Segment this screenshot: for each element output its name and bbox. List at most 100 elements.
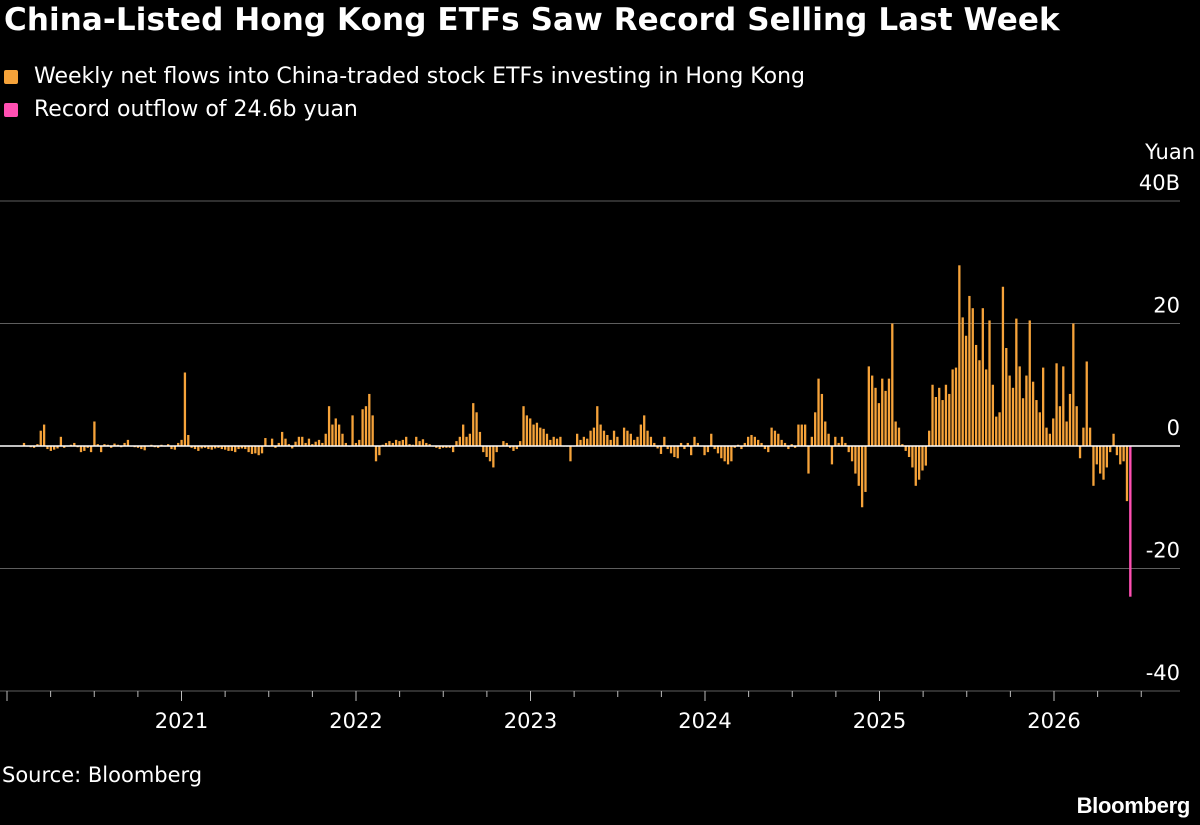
bar xyxy=(478,431,482,446)
bar xyxy=(1102,446,1105,480)
bar xyxy=(394,439,398,447)
bar xyxy=(1048,433,1052,446)
bar xyxy=(911,446,914,468)
bar xyxy=(193,446,197,450)
bar xyxy=(921,446,924,471)
bar xyxy=(924,446,927,466)
bar xyxy=(485,446,488,458)
bar xyxy=(723,446,726,462)
bar xyxy=(220,446,223,450)
bar xyxy=(502,441,505,446)
bar xyxy=(200,446,203,449)
bar xyxy=(817,378,820,447)
bar xyxy=(656,446,659,449)
bar xyxy=(472,403,475,447)
bar xyxy=(36,444,39,446)
bar xyxy=(596,406,599,446)
bar xyxy=(525,415,529,447)
bar xyxy=(941,400,944,446)
bar xyxy=(991,384,995,446)
bar xyxy=(797,424,800,446)
bar xyxy=(773,430,777,446)
bar xyxy=(612,430,616,446)
bar xyxy=(1018,366,1021,447)
legend: Weekly net flows into China-traded stock… xyxy=(4,60,805,126)
bar xyxy=(22,442,26,446)
bar xyxy=(1005,348,1008,446)
bar xyxy=(1045,427,1048,447)
y-tick-label: -20 xyxy=(1146,539,1180,563)
bar xyxy=(173,446,177,450)
bar xyxy=(995,416,998,446)
bar xyxy=(753,436,756,446)
bar xyxy=(351,415,354,447)
bar xyxy=(418,441,421,446)
bar xyxy=(746,436,750,446)
bar xyxy=(374,446,378,462)
bar xyxy=(401,439,404,447)
bar xyxy=(586,438,589,446)
bar xyxy=(170,446,173,450)
bar xyxy=(669,446,673,454)
bar xyxy=(914,446,917,486)
bar xyxy=(934,397,938,446)
source-note: Source: Bloomberg xyxy=(2,763,203,787)
bar xyxy=(203,446,207,448)
bar xyxy=(948,393,951,446)
bar xyxy=(250,446,254,454)
bar xyxy=(814,412,817,446)
bar xyxy=(958,265,961,446)
legend-swatch-orange xyxy=(4,69,18,84)
bar xyxy=(904,446,907,451)
bar xyxy=(757,439,760,447)
bar xyxy=(83,446,86,451)
bar xyxy=(820,393,824,446)
bar xyxy=(1068,393,1072,446)
bar xyxy=(448,446,451,448)
bar xyxy=(998,412,1001,446)
bar xyxy=(545,433,549,446)
bar xyxy=(435,446,438,448)
bar xyxy=(871,375,874,446)
bar xyxy=(609,439,612,447)
bar xyxy=(314,441,317,446)
bar xyxy=(599,424,602,446)
bar xyxy=(790,444,793,446)
bar xyxy=(156,446,160,448)
bar xyxy=(917,446,921,480)
bar xyxy=(827,433,830,446)
bar xyxy=(488,446,492,462)
bar xyxy=(247,446,250,453)
bar xyxy=(1122,446,1125,462)
bar xyxy=(582,436,586,446)
bar xyxy=(1099,446,1102,474)
bar xyxy=(938,387,941,446)
bar xyxy=(1008,375,1011,446)
bar xyxy=(210,446,213,450)
bar xyxy=(42,424,46,446)
y-tick-label: 0 xyxy=(1167,416,1180,440)
bar xyxy=(679,442,683,446)
bar xyxy=(569,446,572,462)
bar xyxy=(690,446,693,456)
bar xyxy=(1115,446,1119,456)
bar xyxy=(854,446,857,474)
bar xyxy=(897,427,901,447)
bar xyxy=(304,442,307,446)
bar xyxy=(1105,446,1109,468)
bar xyxy=(706,446,710,453)
bar xyxy=(783,442,787,446)
bar xyxy=(254,446,257,454)
bar xyxy=(140,446,143,450)
bar xyxy=(733,446,736,448)
bar xyxy=(237,446,240,450)
bar xyxy=(834,436,837,446)
bar xyxy=(197,446,200,451)
bar xyxy=(867,366,870,447)
bar xyxy=(391,442,394,446)
bar xyxy=(1092,446,1095,486)
bar xyxy=(136,446,140,448)
bar xyxy=(576,433,579,446)
bar xyxy=(505,442,508,446)
bar xyxy=(874,387,877,446)
